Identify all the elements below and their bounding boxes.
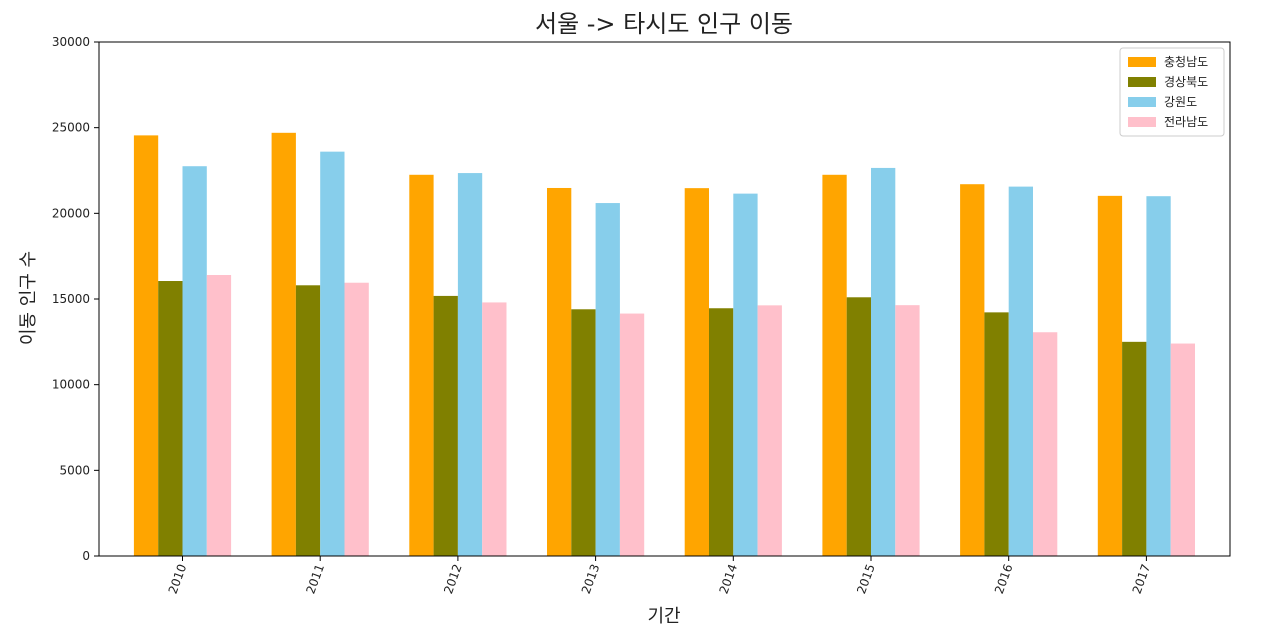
x-axis-label: 기간 bbox=[647, 606, 680, 627]
y-tick-label: 25000 bbox=[52, 121, 90, 135]
legend-box bbox=[1119, 47, 1225, 137]
bar-충청남도-2015 bbox=[822, 174, 847, 557]
bar-강원도-2017 bbox=[1146, 196, 1171, 556]
bar-전라남도-2015 bbox=[895, 305, 920, 556]
bar-강원도-2014 bbox=[733, 193, 758, 556]
chart-title: 서울 -> 타시도 인구 이동 bbox=[535, 10, 793, 38]
bar-경상북도-2014 bbox=[709, 308, 734, 556]
legend-swatch bbox=[1128, 117, 1156, 127]
bar-전라남도-2010 bbox=[206, 275, 232, 556]
bar-경상북도-2017 bbox=[1122, 341, 1147, 556]
bar-강원도-2012 bbox=[457, 173, 483, 556]
bar-강원도-2013 bbox=[595, 203, 620, 556]
x-tick-label: 2013 bbox=[579, 562, 603, 595]
y-tick-label: 10000 bbox=[52, 378, 90, 392]
x-tick-label: 2014 bbox=[717, 562, 741, 595]
bar-충청남도-2011 bbox=[271, 132, 296, 556]
bar-경상북도-2011 bbox=[295, 285, 321, 556]
bar-전라남도-2017 bbox=[1170, 343, 1195, 556]
plot-frame bbox=[98, 41, 1231, 557]
legend-swatch bbox=[1128, 57, 1156, 67]
x-tick-label: 2016 bbox=[992, 562, 1016, 595]
y-tick-label: 30000 bbox=[52, 35, 90, 49]
bar-강원도-2010 bbox=[182, 166, 207, 556]
legend-label: 강원도 bbox=[1164, 95, 1197, 109]
x-tick-label: 2015 bbox=[854, 562, 878, 595]
bar-전라남도-2013 bbox=[619, 313, 645, 556]
y-tick-label: 5000 bbox=[59, 463, 90, 477]
bars-layer bbox=[133, 132, 1195, 557]
x-tick-label: 2017 bbox=[1130, 562, 1154, 595]
legend-label: 경상북도 bbox=[1164, 75, 1208, 89]
bar-전라남도-2011 bbox=[344, 282, 369, 556]
legend-swatch bbox=[1128, 97, 1156, 107]
bar-전라남도-2016 bbox=[1033, 332, 1058, 556]
bar-경상북도-2010 bbox=[158, 281, 183, 556]
x-tick-label: 2012 bbox=[441, 562, 465, 595]
bar-충청남도-2017 bbox=[1097, 195, 1123, 556]
bar-충청남도-2013 bbox=[547, 187, 572, 556]
bar-강원도-2011 bbox=[320, 151, 345, 557]
bar-경상북도-2012 bbox=[433, 295, 458, 556]
legend-label: 전라남도 bbox=[1164, 115, 1208, 129]
bar-충청남도-2014 bbox=[684, 188, 709, 556]
y-tick-label: 20000 bbox=[52, 206, 90, 220]
bar-충청남도-2016 bbox=[960, 184, 985, 556]
bar-강원도-2016 bbox=[1008, 186, 1033, 556]
x-tick-label: 2011 bbox=[303, 562, 327, 595]
y-axis-label: 이동 인구 수 bbox=[18, 251, 39, 345]
legend-label: 충청남도 bbox=[1164, 55, 1208, 69]
bar-전라남도-2014 bbox=[757, 305, 782, 556]
bar-충청남도-2010 bbox=[133, 135, 159, 557]
bar-충청남도-2012 bbox=[409, 174, 434, 557]
y-tick-label: 15000 bbox=[52, 292, 90, 306]
bar-경상북도-2015 bbox=[846, 297, 871, 556]
y-tick-label: 0 bbox=[82, 549, 90, 563]
bar-강원도-2015 bbox=[871, 167, 896, 556]
bar-경상북도-2013 bbox=[571, 309, 596, 556]
bar-전라남도-2012 bbox=[482, 302, 507, 556]
x-tick-label: 2010 bbox=[166, 562, 190, 595]
legend-swatch bbox=[1128, 77, 1156, 87]
bar-경상북도-2016 bbox=[984, 312, 1009, 556]
